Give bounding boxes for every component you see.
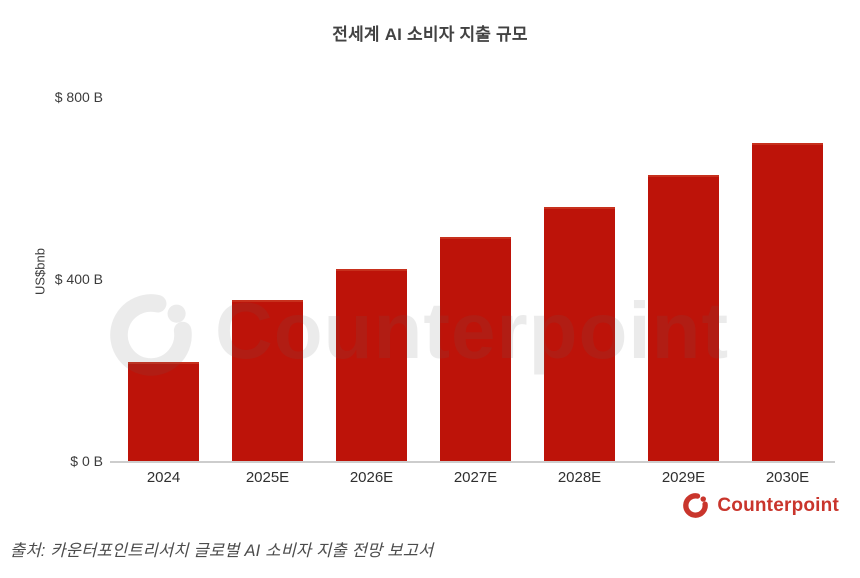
bar-2026E bbox=[336, 269, 407, 462]
x-tick-label: 2025E bbox=[245, 469, 290, 486]
x-tick-label: 2030E bbox=[765, 469, 810, 486]
x-tick-label: 2024 bbox=[146, 469, 181, 486]
y-tick-label: $ 400 B bbox=[54, 271, 103, 287]
bar-2027E bbox=[440, 237, 511, 462]
chart-title: 전세계 AI 소비자 지출 규모 bbox=[332, 25, 528, 44]
x-tick-label: 2029E bbox=[661, 469, 706, 486]
bar-2029E bbox=[648, 175, 719, 462]
x-axis-line bbox=[110, 461, 835, 463]
x-tick-label: 2027E bbox=[453, 469, 498, 486]
bar-2024 bbox=[128, 362, 199, 462]
bar-2030E bbox=[752, 143, 823, 462]
y-tick-label: $ 800 B bbox=[54, 89, 103, 105]
bar-2028E bbox=[544, 207, 615, 462]
counterpoint-logo-text: Counterpoint bbox=[717, 494, 839, 516]
x-tick-label: 2028E bbox=[557, 469, 602, 486]
counterpoint-logo-icon bbox=[683, 493, 709, 518]
x-tick-label: 2026E bbox=[349, 469, 394, 486]
bar-2025E bbox=[232, 300, 303, 462]
source-caption: 출처: 카운터포인트리서치 글로벌 AI 소비자 지출 전망 보고서 bbox=[10, 542, 434, 560]
y-tick-label: $ 0 B bbox=[70, 453, 103, 469]
counterpoint-logo: Counterpoint bbox=[681, 491, 839, 520]
